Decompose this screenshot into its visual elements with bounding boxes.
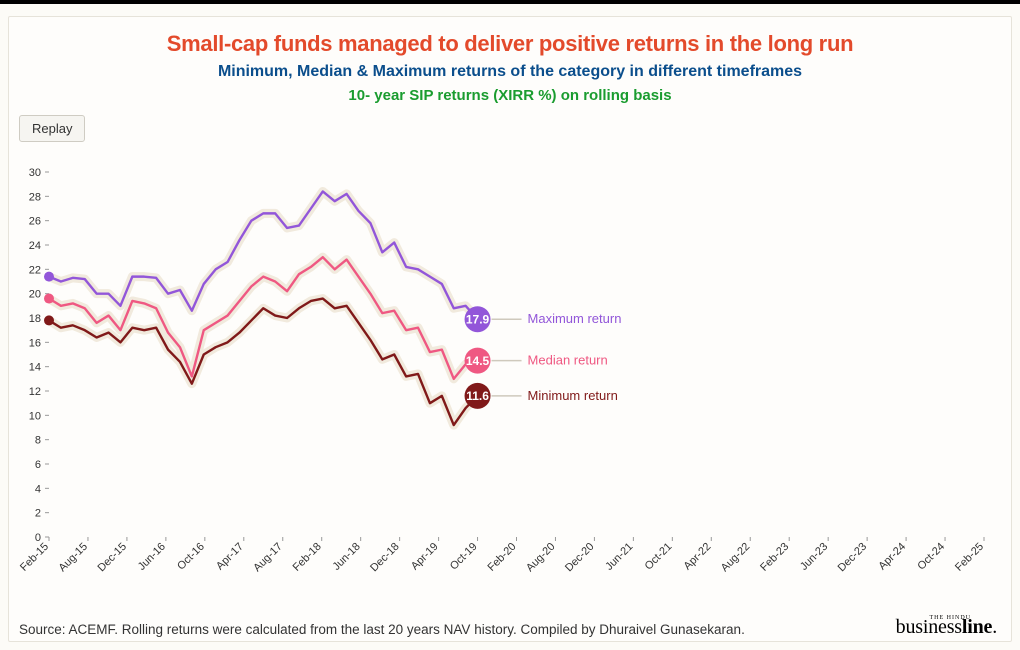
x-tick-label: Aug-17 xyxy=(251,541,285,575)
x-tick-label: Oct-21 xyxy=(643,541,675,573)
chart-area: 024681012141618202224262830Feb-15Aug-15D… xyxy=(19,157,1001,587)
start-marker-maximum xyxy=(44,272,54,282)
x-tick-label: Jun-18 xyxy=(331,541,363,573)
brand-overline: THE HINDU xyxy=(930,615,972,621)
x-tick-label: Jun-21 xyxy=(603,541,635,573)
y-tick-label: 12 xyxy=(29,386,41,398)
x-tick-label: Aug-22 xyxy=(719,541,753,575)
x-tick-label: Dec-23 xyxy=(836,541,870,575)
x-tick-label: Apr-24 xyxy=(876,541,908,573)
x-tick-label: Feb-25 xyxy=(953,541,986,574)
series-label-maximum: Maximum return xyxy=(528,311,622,326)
end-badge-value-maximum: 17.9 xyxy=(466,312,490,326)
y-tick-label: 20 xyxy=(29,289,41,301)
title-main: Small-cap funds managed to deliver posit… xyxy=(9,31,1011,57)
title-sub2: 10- year SIP returns (XIRR %) on rolling… xyxy=(9,87,1011,104)
x-tick-label: Jun-23 xyxy=(798,541,830,573)
x-tick-label: Feb-15 xyxy=(19,541,51,574)
series-label-minimum: Minimum return xyxy=(528,388,618,403)
y-tick-label: 2 xyxy=(35,508,41,520)
x-tick-label: Aug-20 xyxy=(524,541,558,575)
x-tick-label: Apr-19 xyxy=(409,541,441,573)
y-tick-label: 14 xyxy=(29,362,41,374)
y-tick-label: 26 xyxy=(29,216,41,228)
x-tick-label: Aug-15 xyxy=(57,541,91,575)
brand-dot: . xyxy=(992,616,997,638)
brand-logo: THE HINDU businessline. xyxy=(896,616,1001,639)
title-sub: Minimum, Median & Maximum returns of the… xyxy=(9,63,1011,81)
y-tick-label: 8 xyxy=(35,435,41,447)
x-tick-label: Jun-16 xyxy=(136,541,168,573)
source-text: Source: ACEMF. Rolling returns were calc… xyxy=(19,621,745,639)
x-tick-label: Apr-17 xyxy=(214,541,246,573)
start-marker-median xyxy=(44,294,54,304)
y-tick-label: 28 xyxy=(29,191,41,203)
y-tick-label: 18 xyxy=(29,313,41,325)
x-tick-label: Oct-19 xyxy=(448,541,480,573)
end-badge-value-median: 14.5 xyxy=(466,354,490,368)
y-tick-label: 16 xyxy=(29,337,41,349)
y-tick-label: 22 xyxy=(29,264,41,276)
line-chart-svg: 024681012141618202224262830Feb-15Aug-15D… xyxy=(19,157,999,587)
series-label-median: Median return xyxy=(528,353,608,368)
x-tick-label: Feb-18 xyxy=(291,541,324,574)
y-tick-label: 4 xyxy=(35,483,41,495)
y-tick-label: 24 xyxy=(29,240,41,252)
x-tick-label: Dec-20 xyxy=(563,541,597,575)
chart-card: Small-cap funds managed to deliver posit… xyxy=(8,16,1012,642)
y-tick-label: 6 xyxy=(35,459,41,471)
replay-button[interactable]: Replay xyxy=(19,115,85,142)
titles-block: Small-cap funds managed to deliver posit… xyxy=(9,17,1011,104)
y-tick-label: 30 xyxy=(29,167,41,179)
x-tick-label: Feb-23 xyxy=(758,541,791,574)
end-badge-value-minimum: 11.6 xyxy=(466,389,489,403)
y-tick-label: 10 xyxy=(29,410,41,422)
x-tick-label: Oct-16 xyxy=(175,541,207,573)
x-tick-label: Apr-22 xyxy=(682,541,714,573)
x-tick-label: Dec-18 xyxy=(368,541,402,575)
x-tick-label: Oct-24 xyxy=(915,541,947,573)
x-tick-label: Feb-20 xyxy=(485,541,518,574)
x-tick-label: Dec-15 xyxy=(95,541,129,575)
footer: Source: ACEMF. Rolling returns were calc… xyxy=(19,616,1001,639)
start-marker-minimum xyxy=(44,315,54,325)
